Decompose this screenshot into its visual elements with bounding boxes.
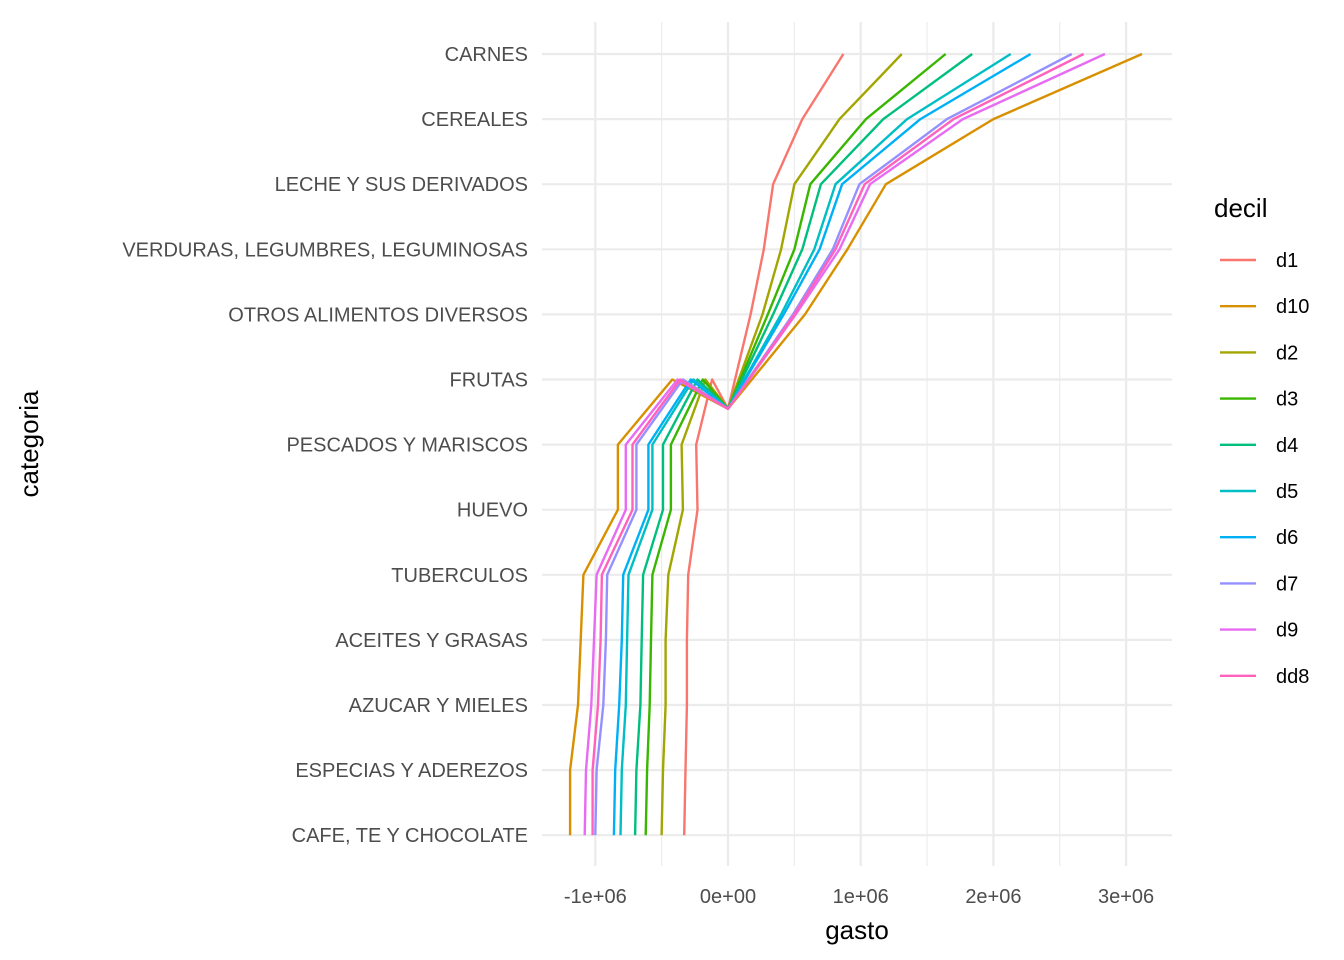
y-tick-label: PESCADOS Y MARISCOS bbox=[286, 435, 528, 457]
y-tick-label: HUEVO bbox=[457, 500, 528, 522]
y-tick-label: AZUCAR Y MIELES bbox=[349, 695, 528, 717]
y-tick-label: LECHE Y SUS DERIVADOS bbox=[275, 174, 528, 196]
series-line-d9 bbox=[583, 52, 1106, 836]
legend: decil d1 d10 d2 d3 d4 d5 d6 d7 d9 dd8 bbox=[1214, 193, 1309, 688]
legend-label: dd8 bbox=[1276, 666, 1309, 688]
legend-label: d9 bbox=[1276, 620, 1298, 642]
y-tick-label: CARNES bbox=[445, 44, 528, 66]
series-line-d2 bbox=[660, 53, 903, 836]
legend-label: d5 bbox=[1276, 481, 1298, 503]
legend-label: d4 bbox=[1276, 435, 1298, 457]
y-tick-label: TUBERCULOS bbox=[391, 565, 528, 587]
x-tick-label: 3e+06 bbox=[1098, 886, 1154, 908]
y-tick-label: VERDURAS, LEGUMBRES, LEGUMINOSAS bbox=[122, 239, 528, 261]
series-line-d6 bbox=[612, 52, 1032, 836]
x-tick-label: 1e+06 bbox=[833, 886, 889, 908]
legend-label: d1 bbox=[1276, 250, 1298, 272]
y-tick-label: CAFE, TE Y CHOCOLATE bbox=[292, 825, 528, 847]
y-tick-label: ACEITES Y GRASAS bbox=[335, 630, 528, 652]
legend-label: d6 bbox=[1276, 527, 1298, 549]
y-axis-tick-labels: CARNES CEREALES LECHE Y SUS DERIVADOS VERDU… bbox=[122, 44, 528, 847]
grid bbox=[542, 22, 1172, 866]
legend-label: d3 bbox=[1276, 389, 1298, 411]
y-axis-title: categoria bbox=[14, 390, 44, 497]
x-axis-title: gasto bbox=[825, 915, 889, 945]
legend-label: d2 bbox=[1276, 342, 1298, 364]
legend-title: decil bbox=[1214, 193, 1267, 223]
legend-label: d10 bbox=[1276, 296, 1309, 318]
series-line-d3 bbox=[644, 53, 947, 836]
y-tick-label: FRUTAS bbox=[449, 370, 528, 392]
series-line-d4 bbox=[633, 53, 973, 836]
series-line-d10 bbox=[568, 52, 1143, 836]
series-line-dd8 bbox=[591, 52, 1085, 836]
series-lines bbox=[568, 52, 1143, 836]
x-tick-label: 2e+06 bbox=[965, 886, 1021, 908]
x-tick-label: 0e+00 bbox=[700, 886, 756, 908]
y-tick-label: OTROS ALIMENTOS DIVERSOS bbox=[228, 304, 528, 326]
legend-items: d1 d10 d2 d3 d4 d5 d6 d7 d9 dd8 bbox=[1220, 250, 1309, 688]
legend-label: d7 bbox=[1276, 573, 1298, 595]
series-line-d1 bbox=[683, 53, 845, 836]
y-tick-label: CEREALES bbox=[421, 109, 528, 131]
series-line-d7 bbox=[594, 52, 1073, 836]
x-axis-tick-labels: -1e+06 0e+00 1e+06 2e+06 3e+06 bbox=[564, 886, 1154, 908]
series-line-d5 bbox=[619, 52, 1012, 836]
x-tick-label: -1e+06 bbox=[564, 886, 627, 908]
y-tick-label: ESPECIAS Y ADEREZOS bbox=[295, 760, 528, 782]
